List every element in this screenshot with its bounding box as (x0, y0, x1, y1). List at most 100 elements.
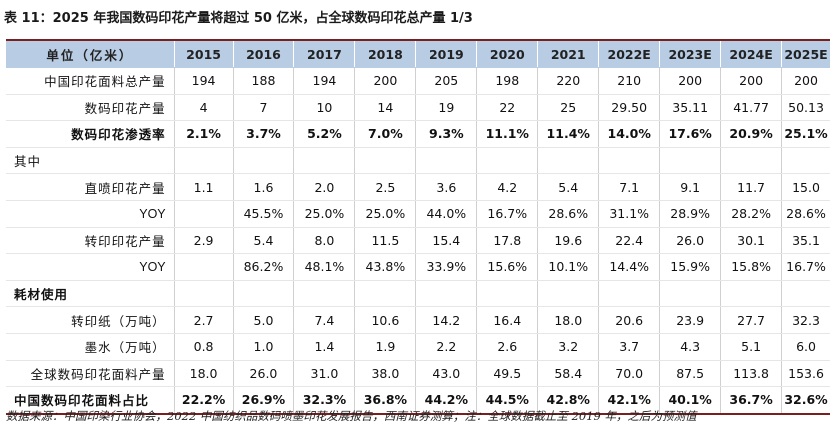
data-cell: 2.2 (415, 333, 478, 361)
data-cell: 36.7% (720, 386, 783, 415)
data-cell: 15.8% (720, 253, 783, 281)
data-cell: 194 (174, 67, 234, 95)
data-cell: 188 (233, 67, 295, 95)
source-note: 数据来源：中国印染行业协会，2022 中国纺织品数码喷墨印花发展报告，西南证券测… (6, 409, 697, 423)
data-cell: 31.0 (293, 360, 356, 388)
data-cell: 7.1 (598, 173, 661, 201)
data-cell: 26.0 (233, 360, 295, 388)
header-year-cell: 2024E (720, 41, 783, 68)
table-row: 全球数码印花面料产量 18.0 26.0 31.0 38.0 43.0 49.5 58.4 70… (6, 360, 830, 388)
data-cell (476, 147, 539, 175)
data-cell: 220 (537, 67, 600, 95)
data-cell: 14.4% (598, 253, 661, 281)
header-unit-cell: 单位（亿米） (6, 41, 175, 68)
data-cell: 11.7 (720, 173, 783, 201)
data-cell: 11.1% (476, 120, 539, 148)
data-cell: 87.5 (659, 360, 722, 388)
data-cell: 113.8 (720, 360, 783, 388)
data-cell: 8.0 (293, 227, 356, 255)
data-cell: 9.3% (415, 120, 478, 148)
data-cell: 194 (293, 67, 356, 95)
data-cell: 200 (659, 67, 722, 95)
data-table-container: 单位（亿米） 2015 2016 2017 2018 2019 2020 2021 2022E 2… (6, 39, 830, 415)
data-cell: 3.7 (598, 333, 661, 361)
data-cell: 198 (476, 67, 539, 95)
data-cell (233, 147, 295, 175)
data-cell: 1.1 (174, 173, 234, 201)
data-cell: 5.0 (233, 306, 295, 334)
data-cell: 49.5 (476, 360, 539, 388)
data-cell: 41.77 (720, 94, 783, 122)
data-cell: 32.3 (781, 306, 830, 334)
data-cell: 1.6 (233, 173, 295, 201)
data-cell: 48.1% (293, 253, 356, 281)
header-year-cell: 2020 (476, 41, 539, 68)
data-cell: 26.0 (659, 227, 722, 255)
data-cell: 25.0% (354, 200, 417, 228)
data-cell: 14.0% (598, 120, 661, 148)
row-label: 中国数码印花面料占比 (6, 386, 175, 415)
data-cell: 0.8 (174, 333, 234, 361)
data-cell: 3.6 (415, 173, 478, 201)
data-cell: 32.3% (293, 386, 356, 415)
data-cell: 44.0% (415, 200, 478, 228)
data-cell: 38.0 (354, 360, 417, 388)
data-cell: 16.4 (476, 306, 539, 334)
data-cell: 18.0 (537, 306, 600, 334)
data-cell: 22 (476, 94, 539, 122)
data-cell: 153.6 (781, 360, 830, 388)
data-cell: 2.9 (174, 227, 234, 255)
header-year-cell: 2025E (781, 41, 830, 68)
data-cell (781, 147, 830, 175)
data-cell: 26.9% (233, 386, 295, 415)
header-year-cell: 2021 (537, 41, 600, 68)
data-cell: 43.0 (415, 360, 478, 388)
data-cell: 10.6 (354, 306, 417, 334)
data-cell: 20.9% (720, 120, 783, 148)
data-cell: 15.0 (781, 173, 830, 201)
data-cell: 2.0 (293, 173, 356, 201)
data-cell: 17.6% (659, 120, 722, 148)
data-cell (415, 147, 478, 175)
data-cell (659, 147, 722, 175)
data-cell: 16.7% (476, 200, 539, 228)
header-year-cell: 2018 (354, 41, 417, 68)
data-cell: 2.7 (174, 306, 234, 334)
data-cell: 22.4 (598, 227, 661, 255)
data-cell: 27.7 (720, 306, 783, 334)
data-cell: 35.1 (781, 227, 830, 255)
data-cell: 200 (781, 67, 830, 95)
data-cell (174, 280, 234, 308)
data-cell: 28.6% (537, 200, 600, 228)
row-label: 全球数码印花面料产量 (6, 360, 175, 388)
table-row: 数码印花产量 4 7 10 14 19 22 25 29.50 35.11 41.77 50.13 (6, 94, 830, 122)
data-cell: 14.2 (415, 306, 478, 334)
data-cell: 43.8% (354, 253, 417, 281)
data-cell: 35.11 (659, 94, 722, 122)
header-year-cell: 2015 (174, 41, 234, 68)
data-cell (781, 280, 830, 308)
data-cell: 7.4 (293, 306, 356, 334)
data-cell: 19.6 (537, 227, 600, 255)
header-year-cell: 2019 (415, 41, 478, 68)
data-cell: 4.3 (659, 333, 722, 361)
data-cell: 45.5% (233, 200, 295, 228)
data-cell: 11.4% (537, 120, 600, 148)
data-cell: 20.6 (598, 306, 661, 334)
data-cell: 44.2% (415, 386, 478, 415)
row-label: YOY (6, 253, 175, 281)
data-cell: 200 (354, 67, 417, 95)
data-cell (415, 280, 478, 308)
row-label: 其中 (6, 147, 175, 175)
data-cell: 16.7% (781, 253, 830, 281)
table-body: 中国印花面料总产量 194 188 194 200 205 198 220 210 200 200 2… (6, 67, 830, 415)
data-cell (537, 147, 600, 175)
data-cell: 2.1% (174, 120, 234, 148)
data-cell: 5.4 (233, 227, 295, 255)
data-cell: 28.2% (720, 200, 783, 228)
data-cell (293, 147, 356, 175)
data-cell (598, 280, 661, 308)
data-cell: 22.2% (174, 386, 234, 415)
table-row: 数码印花渗透率 2.1% 3.7% 5.2% 7.0% 9.3% 11.1% 11.4% 14.… (6, 120, 830, 148)
